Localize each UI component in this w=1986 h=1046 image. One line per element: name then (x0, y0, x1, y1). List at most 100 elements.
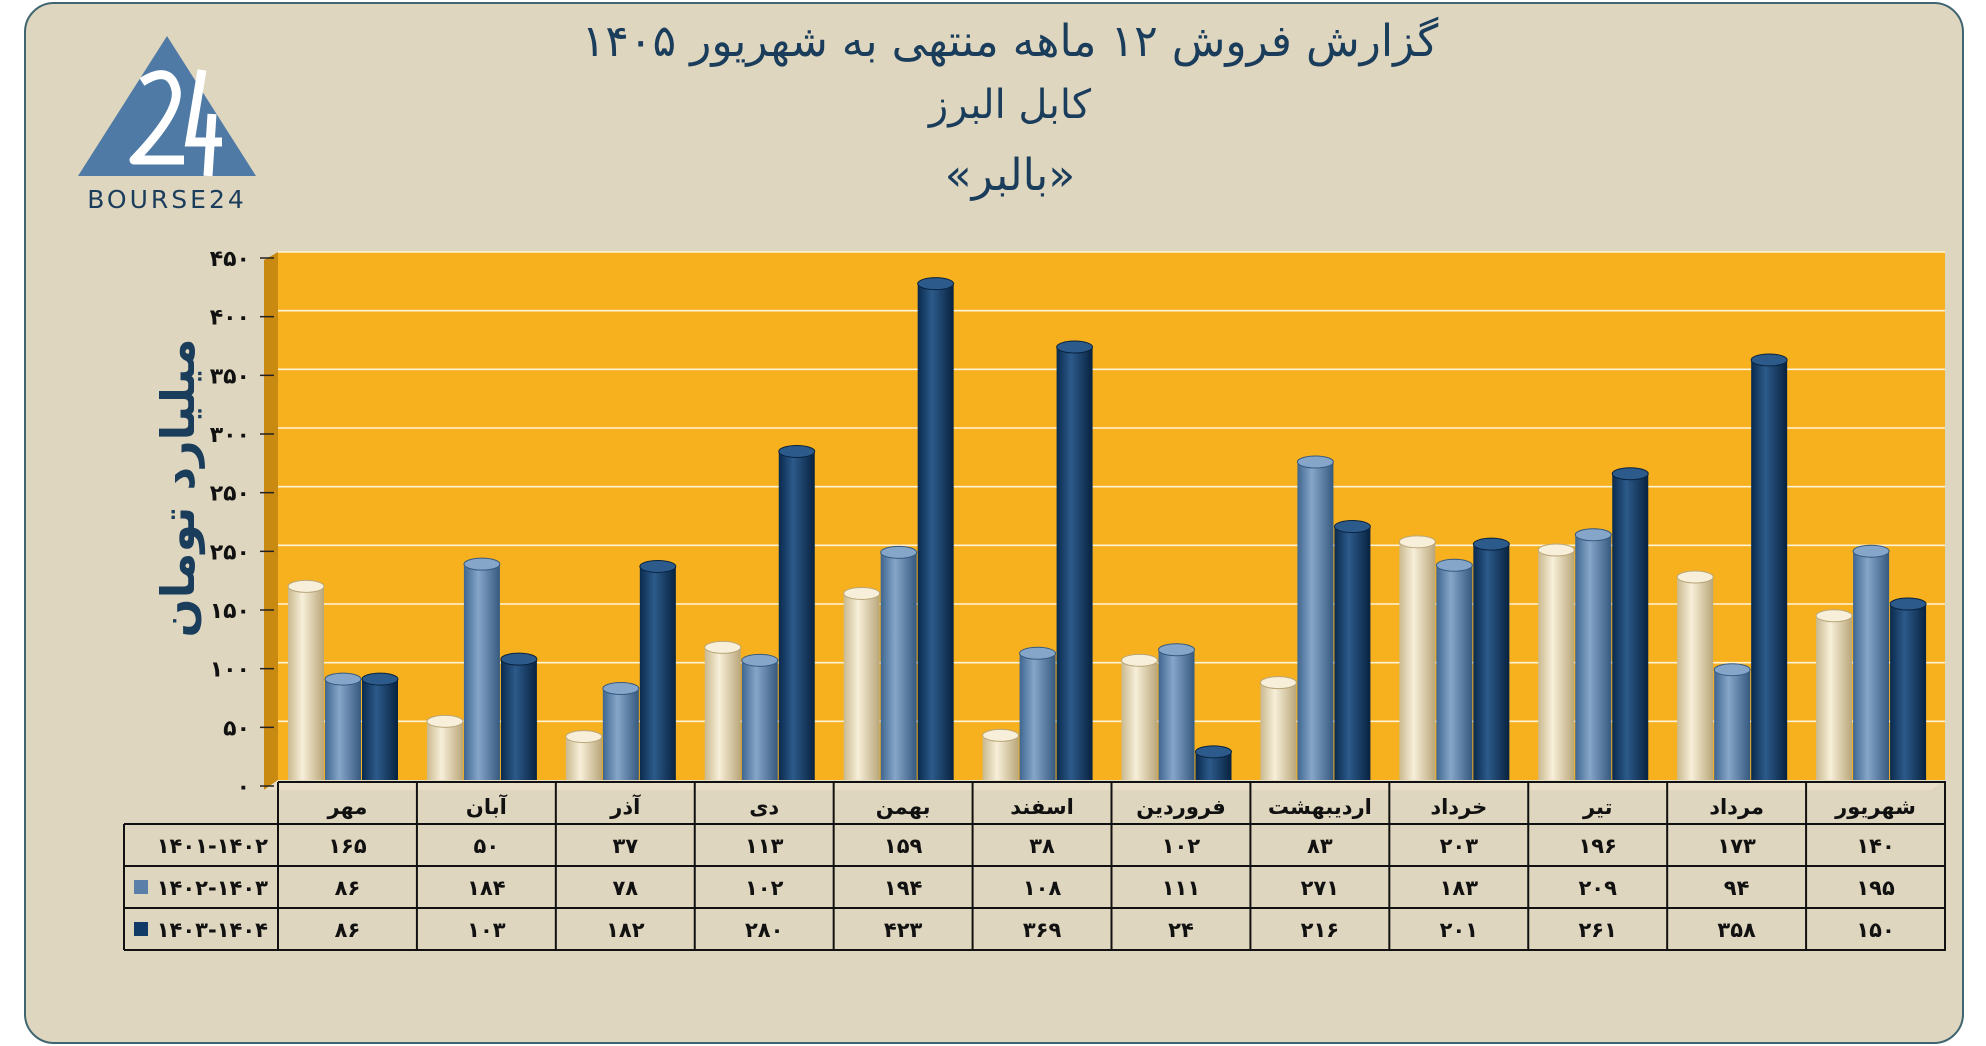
y-tick-label: ۴۰۰ (210, 306, 250, 331)
bar-2-9 (1436, 565, 1473, 780)
data-label: ۱۵۹ (884, 834, 923, 858)
data-label: ۸۳ (1307, 834, 1333, 858)
bar-cap-2-8 (1296, 455, 1334, 469)
data-label: ۲۰۹ (1578, 876, 1617, 900)
data-label: ۱۰۲ (1162, 834, 1201, 858)
bar-1-11 (1677, 577, 1714, 780)
bar-1-2 (426, 721, 463, 780)
bar-cap-3-4 (778, 444, 816, 458)
data-label: ۱۱۱ (1162, 876, 1200, 900)
data-label: ۳۵۸ (1717, 918, 1756, 942)
data-label: ۳۸ (1029, 834, 1055, 858)
bar-3-8 (1334, 526, 1371, 780)
bar-cap-3-12 (1889, 597, 1927, 611)
y-tick-label: ۳۵۰ (210, 364, 250, 389)
data-label: ۲۸۰ (745, 918, 783, 942)
bar-3-6 (1056, 347, 1093, 780)
bar-cap-3-8 (1333, 520, 1371, 534)
bar-cap-1-7 (1121, 653, 1158, 667)
bar-cap-3-10 (1611, 467, 1649, 481)
x-tick-label: آبان (466, 794, 508, 819)
data-label: ۱۰۳ (467, 918, 506, 942)
bar-cap-3-2 (500, 652, 538, 666)
data-label: ۳۶۹ (1023, 918, 1062, 942)
bar-1-7 (1121, 660, 1158, 780)
legend-key-3 (134, 922, 148, 936)
data-label: ۱۵۰ (1856, 918, 1894, 942)
x-tick-label: مهر (326, 795, 367, 819)
bar-2-8 (1297, 462, 1334, 780)
bar-cap-1-5 (843, 586, 881, 600)
x-tick-label: اردیبهشت (1268, 795, 1372, 819)
bar-2-1 (325, 679, 361, 780)
bar-cap-3-11 (1750, 353, 1788, 367)
bar-2-7 (1158, 649, 1195, 780)
bar-3-3 (639, 566, 676, 780)
bar-cap-1-11 (1676, 570, 1714, 584)
bar-cap-1-2 (426, 714, 464, 728)
bar-3-1 (362, 679, 398, 780)
y-tick-label: ۳۰۰ (210, 423, 250, 448)
data-label: ۸۶ (335, 876, 361, 900)
bar-cap-1-8 (1259, 676, 1297, 690)
bar-cap-2-9 (1435, 558, 1473, 572)
bar-1-10 (1538, 550, 1575, 780)
bar-cap-2-11 (1713, 663, 1751, 677)
y-tick-label: ۱۵۰ (210, 599, 250, 624)
company-name: کابل البرز (928, 82, 1092, 128)
bar-1-12 (1816, 615, 1853, 780)
ticker-symbol: «بالبر» (944, 150, 1076, 201)
data-label: ۱۸۲ (606, 918, 645, 942)
data-label: ۱۹۴ (884, 876, 923, 900)
data-label: ۳۷ (612, 834, 638, 858)
bar-cap-2-7 (1158, 643, 1195, 657)
bar-1-9 (1399, 541, 1436, 780)
data-label: ۱۹۶ (1578, 834, 1616, 858)
y-tick-label: ۴۵۰ (210, 247, 250, 272)
bar-cap-1-10 (1537, 543, 1575, 557)
bar-cap-2-2 (463, 557, 501, 571)
bar-2-10 (1575, 534, 1612, 780)
bar-3-12 (1890, 604, 1927, 780)
data-label: ۷۸ (612, 876, 638, 900)
bar-cap-1-12 (1815, 609, 1853, 623)
bar-1-4 (704, 647, 741, 780)
data-label: ۱۷۳ (1717, 834, 1756, 858)
y-tick-label: ۵۰ (223, 716, 250, 741)
data-label: ۹۴ (1724, 876, 1750, 900)
bar-1-8 (1260, 682, 1297, 780)
x-tick-label: شهریور (1834, 795, 1916, 819)
data-label: ۱۸۳ (1440, 876, 1479, 900)
data-label: ۱۶۵ (328, 834, 367, 858)
bar-cap-2-6 (1019, 646, 1057, 660)
data-label: ۲۱۶ (1301, 918, 1339, 942)
bar-cap-2-12 (1852, 544, 1890, 558)
bar-2-3 (602, 688, 639, 780)
bar-cap-2-10 (1574, 528, 1612, 542)
bar-cap-1-4 (704, 640, 742, 654)
bar-cap-3-7 (1195, 745, 1232, 759)
bar-3-4 (778, 451, 815, 780)
data-label: ۱۱۳ (745, 834, 784, 858)
bar-cap-2-4 (741, 653, 779, 667)
x-tick-label: دی (749, 795, 779, 819)
bar-2-4 (741, 660, 778, 780)
bar-1-3 (565, 736, 602, 780)
bar-2-12 (1853, 551, 1890, 780)
bar-cap-3-9 (1472, 537, 1510, 551)
x-tick-label: خرداد (1430, 795, 1487, 819)
data-label: ۴۲۳ (884, 918, 923, 942)
bar-2-11 (1714, 669, 1751, 780)
x-tick-label: مرداد (1709, 795, 1764, 819)
chart-title: گزارش فروش ۱۲ ماهه منتهی به شهریور ۱۴۰۵ (581, 16, 1439, 67)
legend-key-2 (134, 880, 148, 894)
bar-3-10 (1612, 473, 1649, 780)
y-tick-label: ۲۵۰ (210, 482, 250, 507)
bar-cap-1-3 (565, 730, 603, 744)
bar-3-9 (1473, 544, 1510, 780)
legend-label-1: ۱۴۰۱-۱۴۰۲ (157, 834, 268, 858)
bar-2-2 (463, 564, 500, 780)
bar-cap-3-3 (639, 559, 677, 573)
data-label: ۱۰۸ (1023, 876, 1062, 900)
x-tick-label: فروردین (1136, 795, 1226, 819)
